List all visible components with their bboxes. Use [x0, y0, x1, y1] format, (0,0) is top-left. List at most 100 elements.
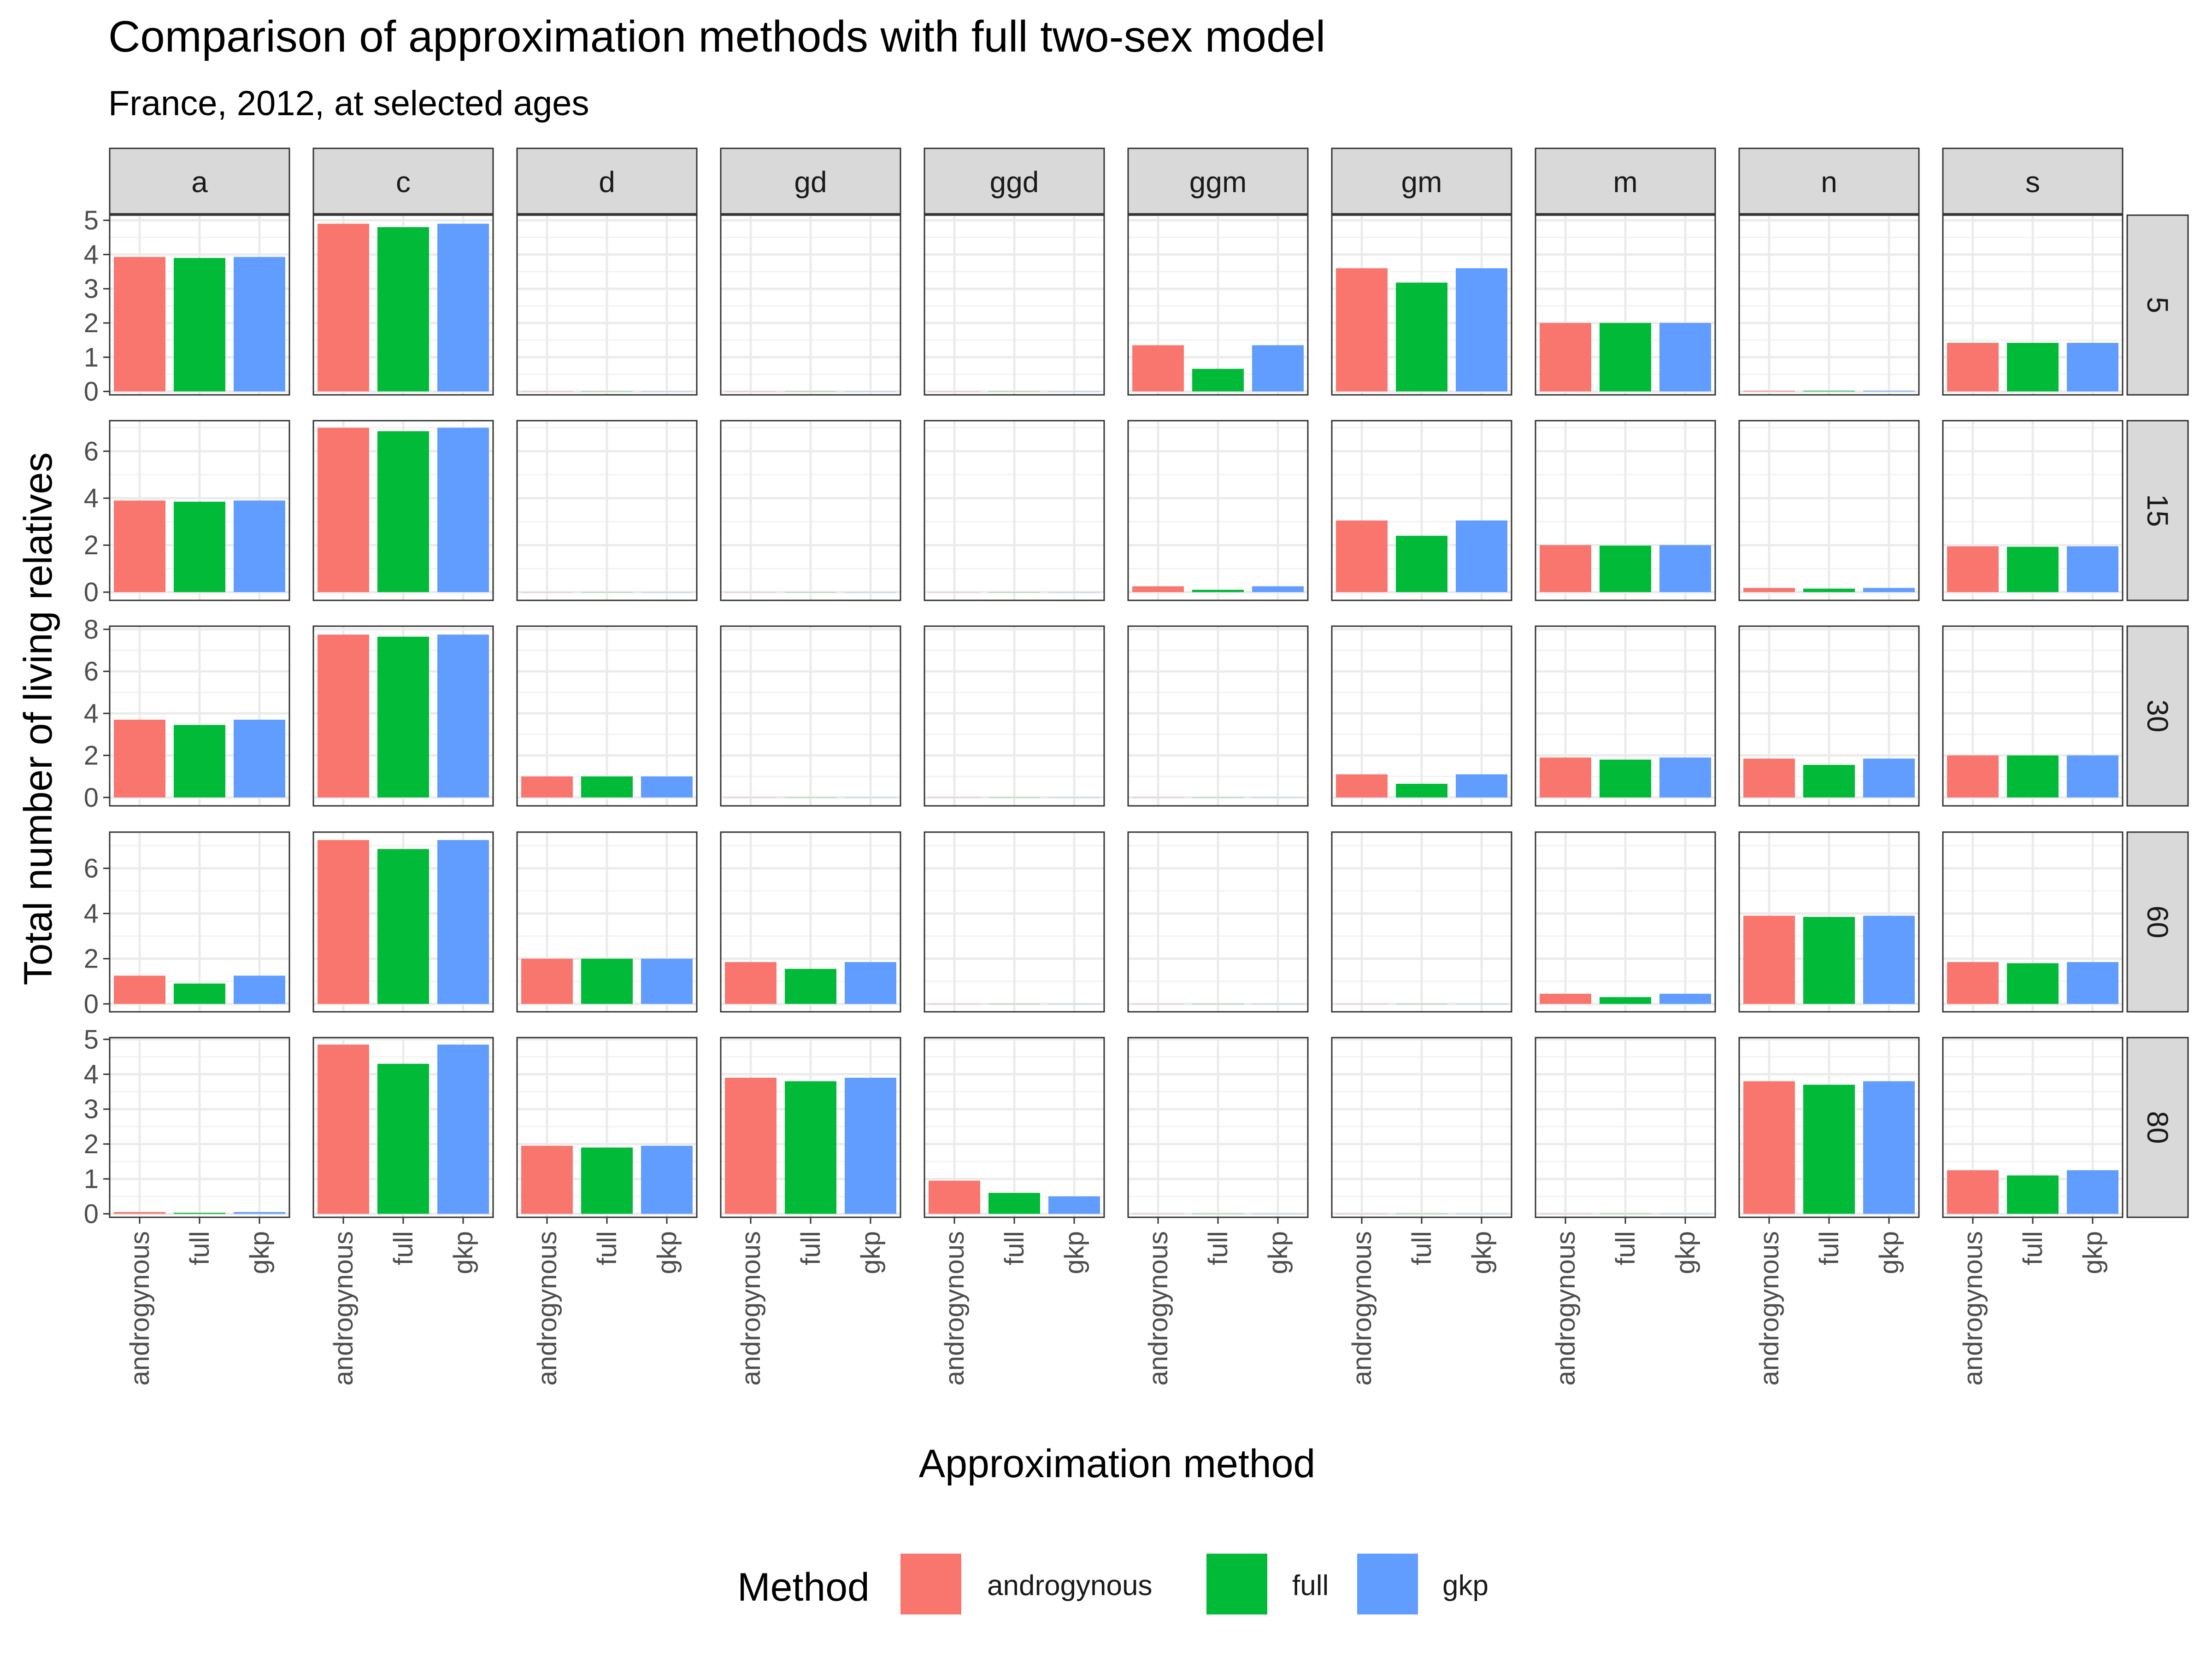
bar-c-60-gkp	[437, 840, 489, 1004]
x-tick-label-androgynous: androgynous	[736, 1231, 766, 1385]
bar-ggm-15-androgynous	[1132, 586, 1184, 593]
bar-a-5-androgynous	[114, 257, 165, 392]
bar-m-60-androgynous	[1540, 993, 1591, 1004]
panel-ggm-30	[1127, 625, 1309, 807]
bar-a-80-androgynous	[114, 1212, 165, 1214]
panel-gm-60	[1331, 831, 1512, 1013]
bar-d-80-full	[581, 1147, 633, 1214]
x-tick-label-full: full	[1611, 1231, 1641, 1265]
panel-border	[516, 625, 698, 807]
bar-s-5-gkp	[2067, 343, 2118, 392]
bar-ggd-80-full	[988, 1192, 1040, 1214]
bar-c-60-full	[377, 849, 429, 1004]
panel-border	[1127, 214, 1309, 396]
panel-c-5	[312, 214, 494, 396]
panel-ggm-15	[1127, 420, 1309, 601]
panel-border	[1942, 831, 2124, 1013]
y-tick-label: 4	[84, 483, 99, 513]
panel-border	[1331, 420, 1512, 601]
bar-s-5-androgynous	[1947, 343, 1999, 392]
panel-border	[516, 420, 698, 601]
bar-a-80-full	[174, 1213, 225, 1214]
panel-border	[1535, 214, 1716, 396]
bar-n-80-full	[1803, 1085, 1855, 1214]
x-tick-label-androgynous: androgynous	[1958, 1231, 1988, 1385]
panel-d-30	[516, 625, 698, 807]
panel-border	[924, 420, 1105, 601]
x-tick-label-androgynous: androgynous	[329, 1231, 359, 1385]
panel-ggd-30	[924, 625, 1105, 807]
legend-label-androgynous: androgynous	[987, 1570, 1153, 1602]
panel-border	[1331, 625, 1512, 807]
bar-n-15-gkp	[1863, 587, 1915, 593]
y-tick-label: 4	[84, 240, 99, 270]
bar-d-60-androgynous	[521, 958, 573, 1004]
bar-a-5-gkp	[234, 257, 285, 392]
panel-s-5	[1942, 214, 2124, 396]
panel-gd-15	[720, 420, 901, 601]
panel-n-80	[1738, 1037, 1920, 1218]
panel-c-15	[312, 420, 494, 601]
y-tick-label: 5	[84, 205, 99, 235]
bar-s-60-androgynous	[1947, 962, 1999, 1004]
panel-m-15	[1535, 420, 1716, 601]
bar-s-15-full	[2007, 546, 2059, 593]
panel-border	[1331, 214, 1512, 396]
panel-ggd-5	[924, 214, 1105, 396]
facet-strip-a	[109, 147, 290, 215]
bar-gd-80-gkp	[845, 1078, 896, 1214]
panel-s-15	[1942, 420, 2124, 601]
bar-ggd-15-androgynous	[929, 592, 980, 593]
facet-strip-ggd	[924, 147, 1105, 215]
facet-strip-n	[1738, 147, 1920, 215]
bar-n-30-full	[1803, 765, 1855, 798]
panel-border	[516, 831, 698, 1013]
facet-strip-label-s: s	[2025, 165, 2040, 199]
y-tick-label: 6	[84, 853, 99, 883]
bar-gm-5-gkp	[1456, 268, 1507, 392]
bar-m-5-full	[1600, 323, 1651, 392]
bar-a-30-full	[174, 725, 225, 798]
bar-d-60-full	[581, 958, 633, 1004]
y-tick-label: 3	[84, 274, 99, 304]
x-tick-label-gkp: gkp	[2078, 1231, 2108, 1274]
facet-strip-label-a: a	[191, 165, 208, 199]
y-tick-label: 0	[84, 989, 99, 1019]
facet-strip-d	[516, 147, 698, 215]
facet-strip-label-d: d	[599, 165, 615, 199]
facet-strip-label-ggd: ggd	[990, 165, 1039, 199]
y-tick-label: 6	[84, 436, 99, 466]
x-tick-label-androgynous: androgynous	[1754, 1231, 1784, 1385]
bar-ggd-15-gkp	[1048, 592, 1100, 593]
bar-c-5-androgynous	[318, 223, 369, 392]
legend-label-gkp: gkp	[1442, 1570, 1488, 1602]
panel-border	[1127, 831, 1309, 1013]
panel-gm-30	[1331, 625, 1512, 807]
x-tick-label-androgynous: androgynous	[532, 1231, 562, 1385]
bar-m-30-gkp	[1659, 757, 1711, 798]
panel-border	[1738, 625, 1920, 807]
bar-c-15-gkp	[437, 428, 489, 593]
panel-gm-15	[1331, 420, 1512, 601]
x-tick-label-gkp: gkp	[1467, 1231, 1497, 1274]
row-strip-label-30: 30	[2141, 699, 2174, 732]
facet-strip-label-gm: gm	[1401, 165, 1442, 199]
x-tick-label-full: full	[592, 1231, 622, 1265]
legend-label-full: full	[1292, 1570, 1329, 1602]
bar-a-5-full	[174, 258, 225, 392]
row-strip-30	[2126, 625, 2189, 807]
y-tick-label: 0	[84, 1199, 99, 1229]
bar-a-60-androgynous	[114, 975, 165, 1004]
x-tick-label-androgynous: androgynous	[1143, 1231, 1173, 1385]
bar-c-5-gkp	[437, 223, 489, 392]
bar-a-60-gkp	[234, 975, 285, 1004]
bar-s-80-full	[2007, 1175, 2059, 1214]
bar-ggm-5-androgynous	[1132, 345, 1184, 392]
bar-ggd-80-gkp	[1048, 1196, 1100, 1214]
bar-gd-60-full	[785, 968, 836, 1004]
panel-ggm-80	[1127, 1037, 1309, 1218]
y-tick-label: 5	[84, 1025, 99, 1055]
bar-m-5-gkp	[1659, 323, 1711, 392]
panel-ggm-5	[1127, 214, 1309, 396]
